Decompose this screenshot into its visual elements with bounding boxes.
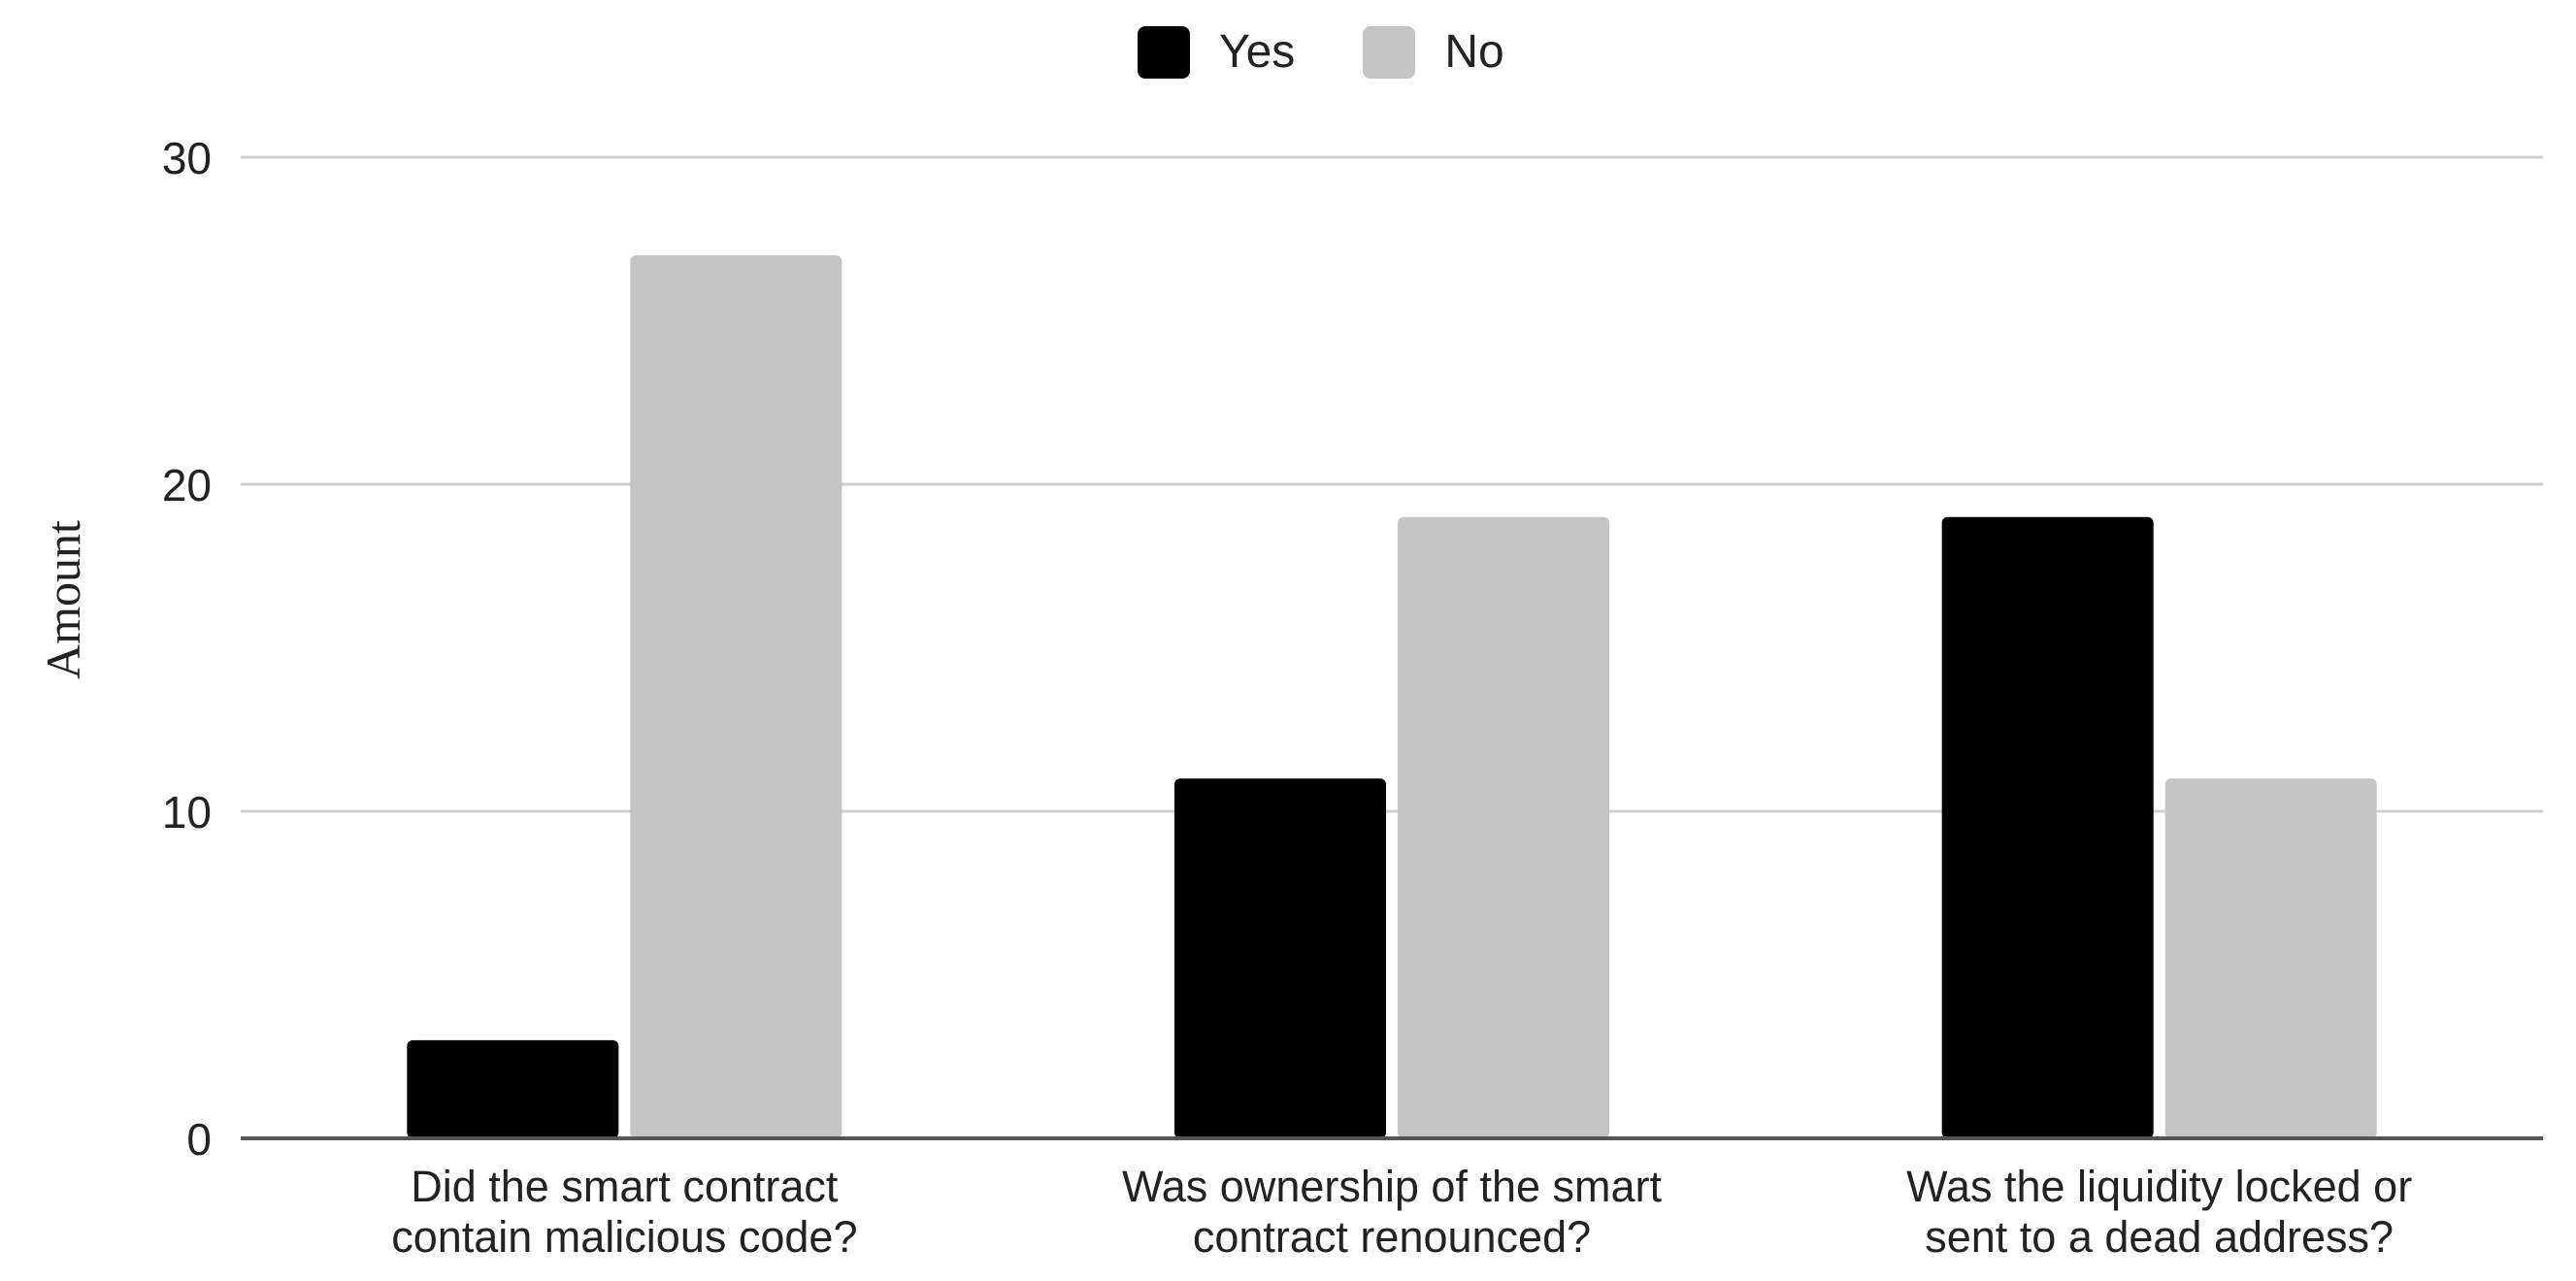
- x-tick-label: Was ownership of the smart: [1122, 1162, 1663, 1211]
- legend: Yes No: [1138, 25, 1572, 79]
- legend-swatch-no: [1363, 25, 1416, 79]
- y-tick-label: 30: [162, 133, 212, 183]
- x-tick-label: contract renounced?: [1193, 1212, 1591, 1262]
- bar-yes: [407, 1039, 619, 1138]
- bar-yes: [1174, 778, 1386, 1138]
- bar-no: [2164, 778, 2377, 1138]
- y-tick-label: 10: [162, 787, 212, 838]
- x-tick-label: sent to a dead address?: [1925, 1212, 2394, 1262]
- x-tick-label: Did the smart contract: [411, 1162, 839, 1211]
- y-tick-label: 20: [162, 460, 212, 510]
- bar-no: [1398, 516, 1609, 1138]
- legend-swatch-yes: [1138, 25, 1190, 79]
- x-tick-label: contain malicious code?: [391, 1212, 857, 1262]
- legend-label-no: No: [1444, 26, 1504, 78]
- legend-label-yes: Yes: [1219, 26, 1296, 78]
- y-tick-label: 0: [186, 1114, 212, 1165]
- legend-item-no: No: [1363, 25, 1504, 79]
- x-tick-label: Was the liquidity locked or: [1906, 1162, 2412, 1211]
- legend-item-yes: Yes: [1138, 25, 1295, 79]
- bar-yes: [1941, 516, 2154, 1138]
- bar-no: [630, 255, 842, 1139]
